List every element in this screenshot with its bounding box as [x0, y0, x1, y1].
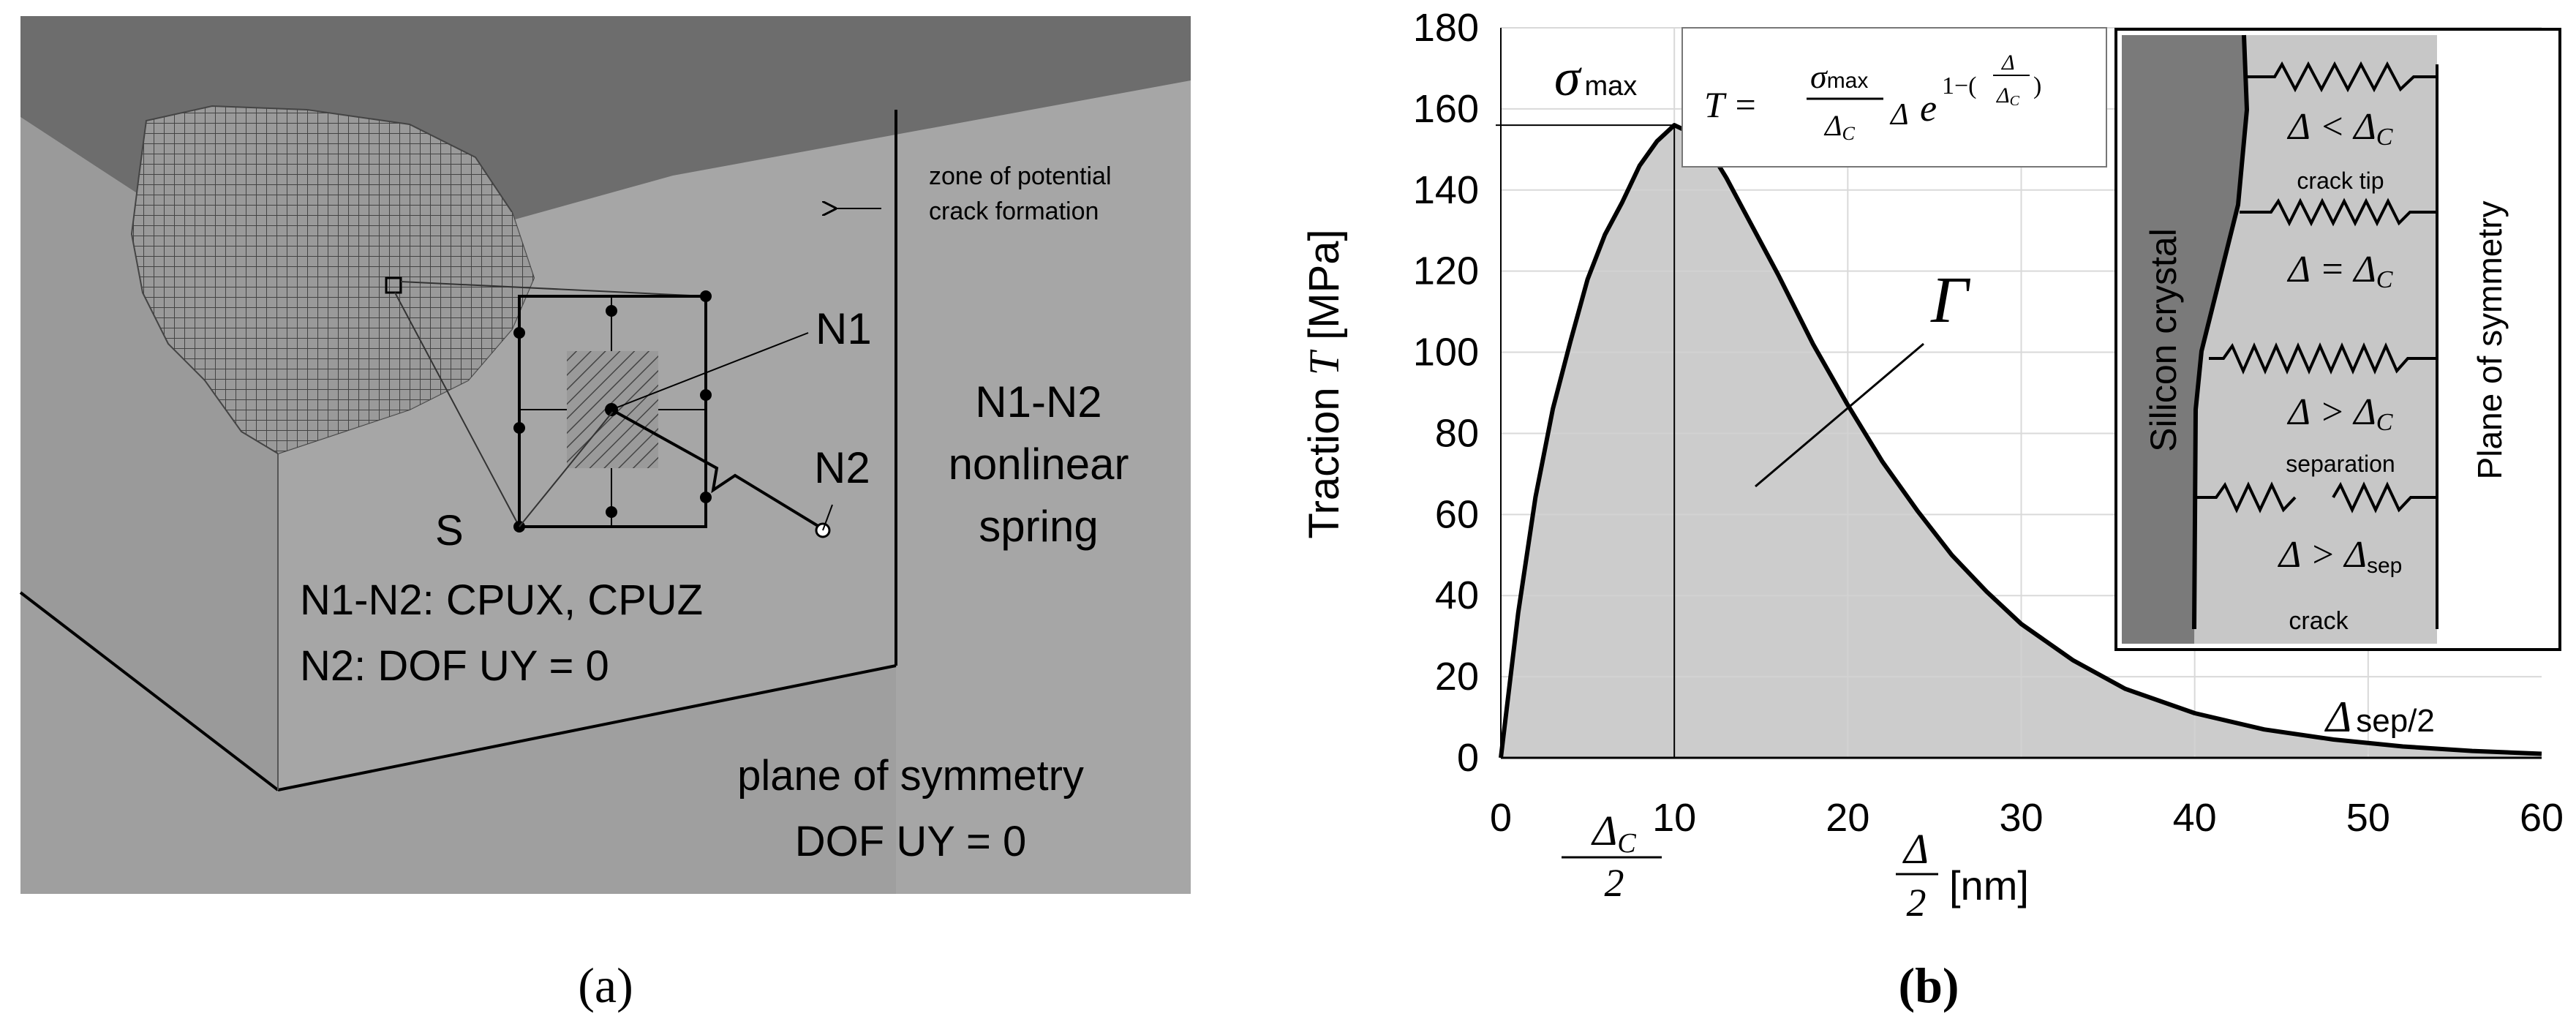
inset-diagram: Silicon crystal Plane of symmetry Δ < ΔC…: [2114, 28, 2561, 651]
element-outline: [518, 295, 707, 528]
edge-line: [19, 591, 279, 791]
traction-plot: 0 10 20 30 40 50 60 0 20 40 60 80 100 120 140 160 180: [1413, 6, 2564, 840]
svg-text:): ): [2033, 72, 2041, 99]
leader-line: [394, 292, 520, 527]
symmetry-line2: DOF UY = 0: [795, 818, 1026, 865]
spring-row3: [2209, 342, 2437, 375]
inset-relation-1: Δ < ΔC: [2287, 106, 2393, 151]
caption-b: (b): [1898, 958, 1959, 1013]
spring-row4-right: [2332, 481, 2437, 514]
formula-box: [1681, 27, 2107, 168]
formula: T = σmax ΔC Δ e 1−( Δ ΔC ): [1704, 50, 2041, 144]
inset-note-3: separation: [2286, 451, 2395, 477]
inset-note-1: crack tip: [2297, 168, 2384, 194]
zoom-box: [385, 276, 402, 294]
sigma-max-label: σ max: [1554, 48, 1637, 107]
spring-row4-left: [2196, 481, 2297, 514]
x-tick-label: 10: [1652, 796, 1696, 840]
gamma-label: Γ: [1930, 264, 1971, 336]
inset-relation-3: Δ > ΔC: [2287, 391, 2393, 436]
delta-c-tick-label: ΔC 2: [1562, 807, 1662, 905]
y-tick-label: 100: [1413, 331, 1479, 375]
svg-text:ΔC: ΔC: [1591, 807, 1636, 859]
crystal-body: [2122, 35, 2247, 644]
symmetry-plane-label: Plane of symmetry: [2471, 201, 2509, 480]
y-tick-label: 40: [1435, 573, 1479, 617]
svg-text:T =: T =: [1704, 84, 1758, 125]
symmetry-line1: plane of symmetry: [737, 752, 1084, 800]
constraint-line2: N2: DOF UY = 0: [300, 642, 609, 690]
svg-text:Δ: Δ: [2001, 50, 2015, 75]
spring-line: [611, 408, 821, 528]
mesh-front: [278, 212, 534, 454]
svg-text:Δ: Δ: [1889, 98, 1909, 132]
svg-text:2: 2: [1605, 861, 1624, 905]
x-tick-label: 40: [2173, 796, 2217, 840]
svg-text:e: e: [1920, 88, 1937, 129]
spring-label-line1: N1-N2: [975, 377, 1101, 426]
n2-pointer: [822, 504, 833, 531]
crystal-boundary: [2192, 34, 2250, 630]
svg-text:[nm]: [nm]: [1949, 862, 2029, 908]
x-tick-label: 0: [1490, 796, 1512, 840]
node-s-label: S: [435, 507, 464, 554]
inset-relation-2: Δ = ΔC: [2287, 249, 2393, 293]
gamma-pointer: [1755, 342, 1924, 488]
area-overlay: [1501, 125, 2542, 759]
spring-label-line3: spring: [979, 502, 1098, 551]
svg-text:1−(: 1−(: [1942, 72, 1977, 99]
y-tick-label: 60: [1435, 492, 1479, 536]
node-n1-label: N1: [816, 304, 872, 353]
y-tick-label: 120: [1413, 249, 1479, 293]
zone-note-line2: crack formation: [929, 198, 1099, 225]
edge-line: [277, 664, 897, 791]
y-tick-label: 180: [1413, 6, 1479, 50]
svg-text:ΔC: ΔC: [1823, 109, 1855, 144]
zone-note-line1: zone of potential: [929, 162, 1112, 190]
inset-relation-4: Δ > Δsep: [2278, 534, 2403, 578]
y-tick-label: 140: [1413, 168, 1479, 212]
y-tick-label: 0: [1457, 736, 1479, 780]
inset-note-4: crack: [2289, 607, 2349, 635]
spring-row2: [2240, 198, 2437, 227]
svg-text:2: 2: [1907, 881, 1927, 925]
spring-row1: [2247, 61, 2437, 93]
x-axis-label: Δ 2 [nm]: [1896, 825, 2029, 925]
y-tick-label: 20: [1435, 655, 1479, 699]
leader-line: [400, 281, 707, 297]
panel-a: zone of potential crack formation N1 N2 …: [19, 16, 1191, 1013]
s-pointer: [519, 409, 615, 527]
node-n2-label: N2: [814, 443, 870, 492]
traction-curve: [1499, 123, 2542, 759]
n1-pointer: [611, 332, 809, 410]
x-tick-label: 50: [2346, 796, 2390, 840]
constraint-line1: N1-N2: CPUX, CPUZ: [300, 576, 703, 624]
crystal-label: Silicon crystal: [2143, 228, 2184, 452]
y-tick-label: 160: [1413, 87, 1479, 131]
svg-text:ΔC: ΔC: [1996, 83, 2020, 109]
x-tick-label: 20: [1826, 796, 1869, 840]
y-tick-label: 80: [1435, 411, 1479, 455]
x-tick-label: 30: [1999, 796, 2043, 840]
svg-text:Δ: Δ: [1902, 825, 1929, 873]
svg-text:σmax: σmax: [1810, 58, 1868, 95]
caption-a: (a): [578, 958, 633, 1013]
y-axis-label: Traction T [MPa]: [1300, 229, 1348, 538]
bottom-face: [20, 592, 896, 894]
x-tick-label: 60: [2520, 796, 2564, 840]
spring-label-line2: nonlinear: [949, 440, 1129, 489]
